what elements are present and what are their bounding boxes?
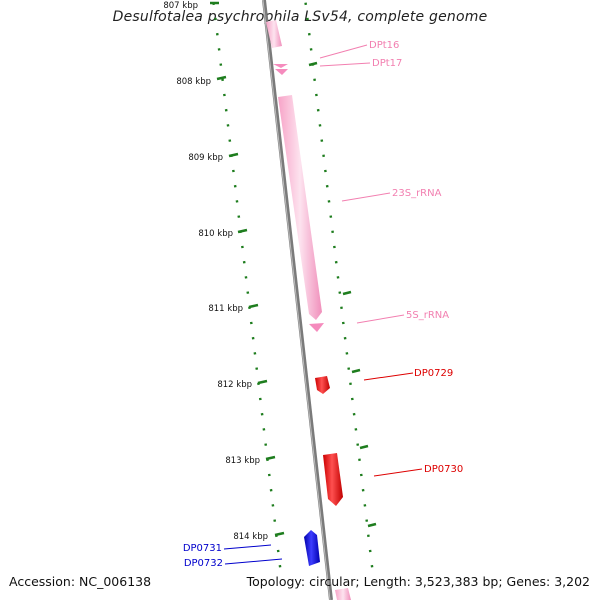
tick-label-811: 811 kbp: [208, 304, 243, 314]
feature-DPt17-a[interactable]: [273, 64, 288, 68]
tick-label-814: 814 kbp: [233, 532, 268, 542]
feature-DPt17-b[interactable]: [275, 69, 288, 75]
accession-text: Accession: NC_006138: [9, 574, 152, 589]
feature-DP0729[interactable]: [315, 376, 330, 394]
tick-label-810: 810 kbp: [198, 229, 233, 239]
label-DP0729[interactable]: DP0729: [363, 368, 453, 381]
svg-text:DPt17: DPt17: [372, 58, 402, 69]
svg-text:DP0730: DP0730: [424, 464, 463, 475]
svg-text:DP0731: DP0731: [183, 543, 222, 554]
scale-tick: 813 kbp: [225, 455, 276, 466]
label-DPt16[interactable]: DPt16: [319, 40, 399, 59]
scale-tick: 814 kbp: [233, 531, 285, 542]
feature-DPt16[interactable]: [266, 20, 282, 48]
genome-backbone: [262, 0, 333, 600]
svg-text:DP0732: DP0732: [184, 558, 223, 569]
label-23S-rRNA[interactable]: 23S_rRNA: [341, 188, 442, 202]
label-DP0730[interactable]: DP0730: [373, 464, 463, 477]
svg-text:5S_rRNA: 5S_rRNA: [406, 310, 449, 321]
label-5S-rRNA[interactable]: 5S_rRNA: [356, 310, 449, 324]
svg-text:DP0729: DP0729: [414, 368, 453, 379]
scale-tick: 807 kbp: [163, 1, 219, 11]
feature-5S-rRNA[interactable]: [309, 323, 324, 332]
feature-DP0730[interactable]: [323, 453, 343, 506]
feature-DP0731-DP0732[interactable]: [304, 530, 320, 566]
scale-tick: 812 kbp: [217, 379, 268, 390]
label-DP0732[interactable]: DP0732: [184, 558, 283, 569]
tick-label-812: 812 kbp: [217, 380, 252, 390]
tick-label-808: 808 kbp: [176, 77, 211, 87]
outer-major-ticks: [308, 61, 377, 528]
label-DP0731[interactable]: DP0731: [183, 543, 272, 554]
inner-tick-ring: [212, 2, 282, 568]
scale-tick: 810 kbp: [198, 228, 248, 239]
feature-23S-rRNA[interactable]: [278, 95, 322, 320]
feature-rna-bottom[interactable]: [335, 588, 351, 600]
scale-tick: 808 kbp: [176, 75, 227, 87]
tick-label-809: 809 kbp: [188, 153, 223, 163]
tick-label-813: 813 kbp: [225, 456, 260, 466]
svg-text:23S_rRNA: 23S_rRNA: [392, 188, 442, 199]
map-title: Desulfotalea psychrophila LSv54, complet…: [112, 9, 488, 25]
genome-summary-text: Topology: circular; Length: 3,523,383 bp…: [246, 574, 590, 589]
scale-tick: 811 kbp: [208, 303, 259, 314]
tick-label-807: 807 kbp: [163, 1, 198, 11]
genome-backbone-highlight: [262, 0, 331, 600]
scale-tick: 809 kbp: [188, 152, 239, 163]
svg-text:DPt16: DPt16: [369, 40, 399, 51]
label-DPt17[interactable]: DPt17: [319, 58, 402, 69]
